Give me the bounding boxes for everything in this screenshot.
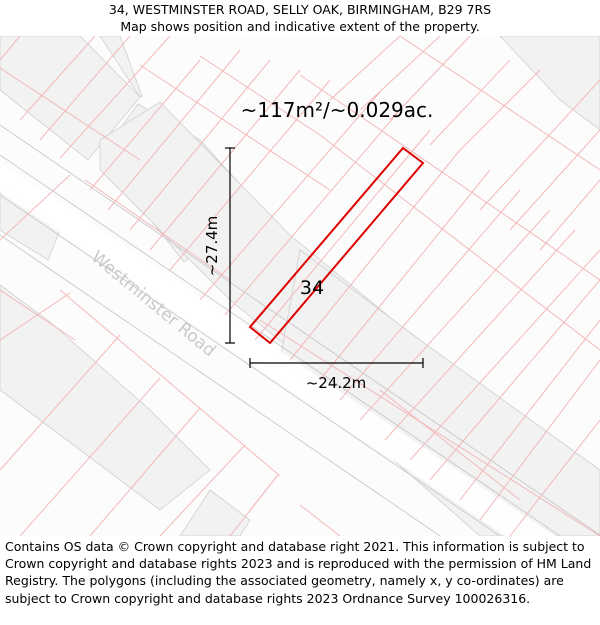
road-surface bbox=[0, 162, 555, 536]
plot-number-label: 34 bbox=[300, 277, 324, 299]
width-dimension-line bbox=[249, 358, 424, 368]
property-map[interactable]: Westminster Road ~117m²/~0.029ac. ~27.4m… bbox=[0, 36, 600, 536]
height-dimension-line bbox=[225, 147, 235, 344]
copyright-attribution: Contains OS data © Crown copyright and d… bbox=[5, 539, 592, 606]
width-dimension-label: ~24.2m bbox=[306, 374, 367, 392]
map-subtitle: Map shows position and indicative extent… bbox=[120, 19, 480, 34]
map-header: 34, WESTMINSTER ROAD, SELLY OAK, BIRMING… bbox=[0, 0, 600, 37]
property-address: 34, WESTMINSTER ROAD, SELLY OAK, BIRMING… bbox=[108, 2, 492, 17]
area-label: ~117m²/~0.029ac. bbox=[241, 98, 434, 122]
property-boundary[interactable] bbox=[248, 146, 425, 345]
parcel-boundaries bbox=[0, 36, 600, 536]
height-dimension-label: ~27.4m bbox=[203, 216, 221, 277]
